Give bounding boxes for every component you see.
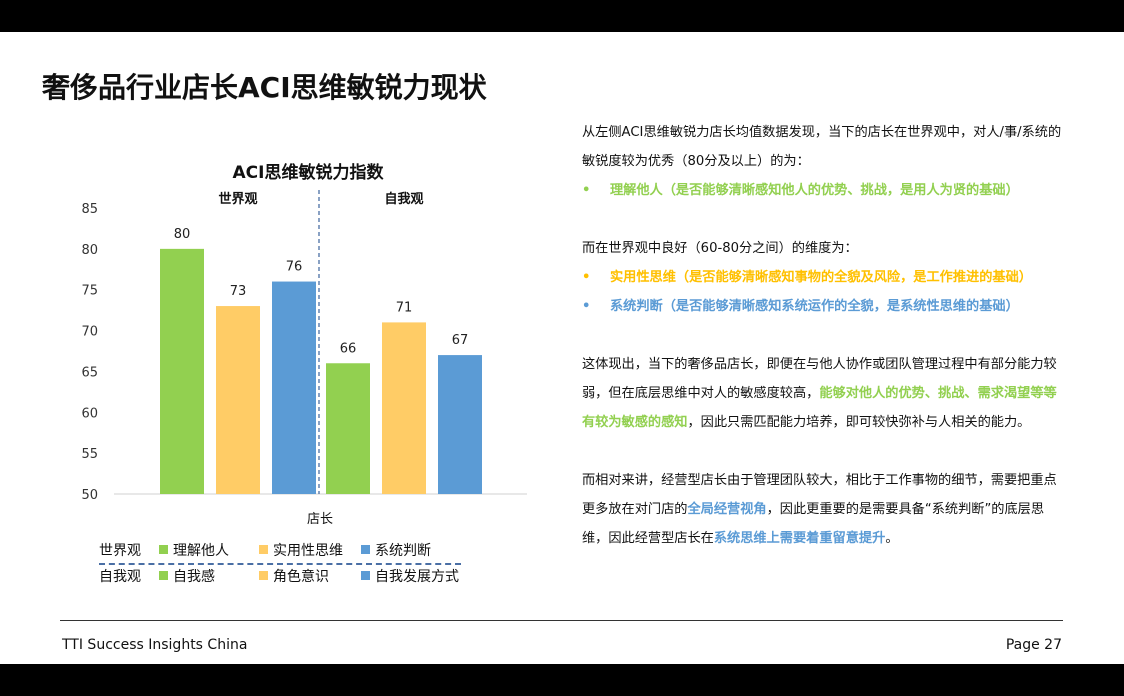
data-label: 73 — [230, 284, 247, 299]
legend-item: 理解他人 — [159, 540, 229, 560]
chart-legend: 世界观 理解他人 实用性思维 系统判断自我观 自我感 角色意识 自我发展方式 — [99, 538, 469, 590]
y-tick-label: 65 — [81, 365, 98, 380]
legend-swatch — [159, 571, 168, 580]
bar-理解他人 — [160, 248, 204, 494]
legend-row: 自我观 自我感 角色意识 自我发展方式 — [99, 564, 469, 590]
aci-bar-chart: ACI思维敏锐力指数 50 55 60 65 70 75 80 85 80 73 76 66 71 67 世界… — [81, 162, 527, 527]
bullet-dot: • — [582, 183, 591, 198]
legend-swatch — [361, 571, 370, 580]
paragraph-2: 而在世界观中良好（60-80分之间）的维度为： — [582, 241, 858, 256]
bar-自我发展方式 — [438, 355, 482, 494]
legend-item-label: 角色意识 — [273, 569, 329, 585]
p4-text-mid: ，因此更重要的是需要具备“系统判断”的底层思维，因此经营型店长在 — [582, 502, 1045, 546]
legend-swatch — [259, 571, 268, 580]
bullet-text: 系统判断（是否能够清晰感知系统运作的全貌，是系统性思维的基础） — [610, 299, 1019, 314]
legend-item-label: 实用性思维 — [273, 543, 343, 559]
legend-swatch — [159, 545, 168, 554]
legend-divider — [99, 563, 461, 565]
bar-自我感 — [326, 363, 370, 494]
bullet-text: 实用性思维（是否能够清晰感知事物的全貌及风险，是工作推进的基础） — [610, 270, 1032, 285]
bullet-text: 理解他人（是否能够清晰感知他人的优势、挑战，是用人为贤的基础） — [610, 183, 1019, 198]
data-label: 76 — [286, 260, 303, 275]
p4-highlight-1: 全局经营视角 — [687, 502, 767, 517]
legend-item-label: 系统判断 — [375, 543, 431, 559]
page-number: Page 27 — [1005, 637, 1062, 653]
y-tick-label: 85 — [81, 202, 98, 217]
y-tick-label: 50 — [81, 488, 98, 503]
bullet-dot: • — [582, 299, 591, 314]
bar-系统判断 — [272, 281, 316, 494]
slide: 奢侈品行业店长ACI思维敏锐力现状 ACI思维敏锐力指数 50 55 60 65 70 75… — [0, 32, 1124, 664]
p4-text-end: 。 — [885, 531, 899, 546]
p3-text: 这体现出，当下的奢侈品店长，即便在与他人协作或团队管理过程中有部分能力较弱，但在… — [582, 357, 1057, 401]
p4-highlight-2: 系统思维上需要着重留意提升 — [713, 531, 886, 546]
legend-item-label: 自我感 — [173, 569, 215, 585]
legend-row-label: 自我观 — [99, 569, 141, 585]
legend-swatch — [259, 545, 268, 554]
page-title: 奢侈品行业店长ACI思维敏锐力现状 — [42, 71, 487, 104]
bullet-dot: • — [582, 270, 591, 285]
bullet-understand-others: • 理解他人（是否能够清晰感知他人的优势、挑战，是用人为贤的基础） — [582, 176, 1067, 205]
y-tick-label: 55 — [81, 447, 98, 462]
chart-title: ACI思维敏锐力指数 — [233, 162, 385, 183]
legend-item-label: 理解他人 — [173, 543, 229, 559]
bar-实用性思维 — [216, 306, 260, 494]
y-tick-label: 75 — [81, 284, 98, 299]
y-tick-label: 80 — [81, 243, 98, 258]
p4-text: 而相对来讲，经营型店长由于管理团队较大，相比于工作事物的细节，需要把重点更多放在… — [582, 473, 1057, 517]
group-label: 世界观 — [218, 191, 257, 207]
footer-company: TTI Success Insights China — [62, 637, 248, 653]
legend-item: 自我发展方式 — [361, 566, 459, 586]
bullet-system-judgment: • 系统判断（是否能够清晰感知系统运作的全貌，是系统性思维的基础） — [582, 292, 1067, 321]
legend-item: 实用性思维 — [259, 540, 343, 560]
data-label: 66 — [340, 341, 357, 356]
legend-row: 世界观 理解他人 实用性思维 系统判断 — [99, 538, 469, 565]
data-label: 71 — [396, 300, 413, 315]
p3-text-end: ，因此只需匹配能力培养，即可较快弥补与人相关的能力。 — [687, 415, 1031, 430]
bar-角色意识 — [382, 322, 426, 494]
data-label: 80 — [174, 227, 191, 242]
p3-highlight: 能够对他人的优势、挑战、需求渴望等等有较为敏感的感知 — [582, 386, 1057, 430]
group-label: 自我观 — [384, 191, 423, 207]
legend-item: 系统判断 — [361, 540, 431, 560]
paragraph-4: 而相对来讲，经营型店长由于管理团队较大，相比于工作事物的细节，需要把重点更多放在… — [582, 466, 1067, 553]
footer-divider — [60, 620, 1063, 621]
x-axis-label: 店长 — [307, 512, 333, 527]
analysis-text: 从左侧ACI思维敏锐力店长均值数据发现，当下的店长在世界观中，对人/事/系统的敏… — [582, 118, 1067, 553]
bullet-practical-thinking: • 实用性思维（是否能够清晰感知事物的全貌及风险，是工作推进的基础） — [582, 263, 1067, 292]
legend-swatch — [361, 545, 370, 554]
legend-item: 角色意识 — [259, 566, 329, 586]
data-label: 67 — [452, 333, 469, 348]
y-tick-label: 70 — [81, 325, 98, 340]
legend-row-label: 世界观 — [99, 543, 141, 559]
y-tick-label: 60 — [81, 406, 98, 421]
paragraph-1: 从左侧ACI思维敏锐力店长均值数据发现，当下的店长在世界观中，对人/事/系统的敏… — [582, 125, 1062, 169]
legend-item-label: 自我发展方式 — [375, 569, 459, 585]
legend-item: 自我感 — [159, 566, 215, 586]
paragraph-3: 这体现出，当下的奢侈品店长，即便在与他人协作或团队管理过程中有部分能力较弱，但在… — [582, 350, 1067, 437]
